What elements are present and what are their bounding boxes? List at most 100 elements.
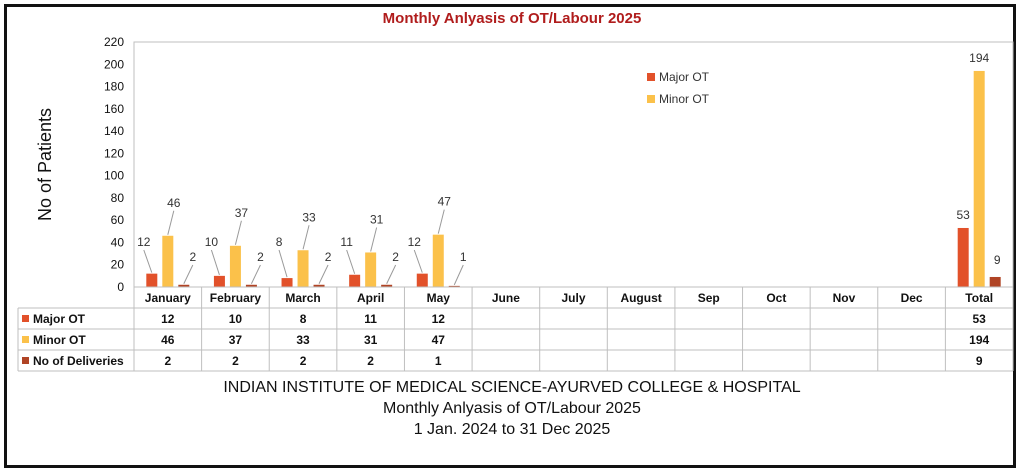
table-row-label: Major OT xyxy=(33,312,86,326)
y-tick-label: 60 xyxy=(111,213,125,227)
table-row-label: No of Deliveries xyxy=(33,354,124,368)
data-label: 11 xyxy=(340,235,353,249)
data-label: 12 xyxy=(137,235,151,249)
legend-swatch xyxy=(647,95,655,103)
bar xyxy=(313,284,325,287)
y-tick-label: 120 xyxy=(104,146,124,160)
bar xyxy=(297,250,309,287)
x-tick-label: June xyxy=(492,291,520,305)
leader-line xyxy=(210,249,220,276)
table-cell-value: 10 xyxy=(229,312,243,326)
table-cell-value: 2 xyxy=(300,354,307,368)
bar xyxy=(178,284,190,287)
data-label: 47 xyxy=(438,195,452,209)
y-tick-label: 180 xyxy=(104,80,124,94)
y-tick-label: 40 xyxy=(111,235,125,249)
data-label: 9 xyxy=(994,253,1001,267)
bar xyxy=(957,227,969,287)
bar xyxy=(432,234,444,287)
table-legend-key xyxy=(22,357,29,364)
leader-line xyxy=(143,249,153,273)
table-cell-value: 1 xyxy=(435,354,442,368)
leader-line xyxy=(183,264,194,284)
data-label: 53 xyxy=(957,208,971,222)
table-cell-value: 2 xyxy=(164,354,171,368)
table-cell-value: 31 xyxy=(364,333,378,347)
table-cell-value: 53 xyxy=(973,312,987,326)
date-range: 1 Jan. 2024 to 31 Dec 2025 xyxy=(413,421,611,438)
x-tick-label: Nov xyxy=(833,291,856,305)
table-legend-key xyxy=(22,336,29,343)
y-tick-label: 220 xyxy=(104,35,124,49)
bar xyxy=(381,284,393,287)
leader-line xyxy=(234,220,242,245)
chart-title: Monthly Anlyasis of OT/Labour 2025 xyxy=(382,10,642,27)
leader-line xyxy=(318,264,329,284)
leader-line xyxy=(386,264,397,284)
table-cell-value: 46 xyxy=(161,333,175,347)
leader-line xyxy=(437,209,445,234)
bar xyxy=(448,285,460,287)
bar xyxy=(973,70,985,287)
x-tick-label: May xyxy=(427,291,451,305)
legend-label: Major OT xyxy=(659,70,710,84)
institution-name: INDIAN INSTITUTE OF MEDICAL SCIENCE-AYUR… xyxy=(223,379,801,396)
data-label: 2 xyxy=(257,250,264,264)
bar xyxy=(146,273,158,287)
data-label: 8 xyxy=(276,235,283,249)
leader-line xyxy=(167,210,175,235)
table-cell-value: 2 xyxy=(232,354,239,368)
bar xyxy=(213,275,225,287)
legend-swatch xyxy=(647,73,655,81)
data-label: 10 xyxy=(205,235,219,249)
plot-area-border xyxy=(133,41,1014,288)
leader-line xyxy=(453,264,464,286)
x-tick-label: April xyxy=(357,291,384,305)
table-cell-value: 2 xyxy=(367,354,374,368)
bar xyxy=(245,284,257,287)
data-label: 33 xyxy=(302,210,316,224)
table-cell-value: 194 xyxy=(969,333,989,347)
table-cell-value: 9 xyxy=(976,354,983,368)
bar xyxy=(416,273,428,287)
x-tick-label: Oct xyxy=(766,291,786,305)
leader-line xyxy=(413,249,423,273)
data-label: 2 xyxy=(325,250,332,264)
x-tick-label: Sep xyxy=(698,291,720,305)
bar xyxy=(281,278,293,287)
y-tick-label: 80 xyxy=(111,191,125,205)
bar xyxy=(365,252,377,287)
leader-line xyxy=(302,225,310,250)
y-tick-label: 0 xyxy=(117,280,124,294)
y-tick-label: 160 xyxy=(104,102,124,116)
leader-line xyxy=(370,227,378,252)
y-axis-title: No of Patients xyxy=(35,108,55,221)
chart-footer: INDIAN INSTITUTE OF MEDICAL SCIENCE-AYUR… xyxy=(0,377,1024,440)
x-tick-label: July xyxy=(561,291,585,305)
table-legend-key xyxy=(22,315,29,322)
bar xyxy=(162,235,174,287)
leader-line xyxy=(278,249,288,278)
leader-line xyxy=(250,264,261,284)
x-tick-label: January xyxy=(145,291,191,305)
x-tick-label: March xyxy=(285,291,320,305)
y-tick-label: 100 xyxy=(104,169,124,183)
data-label: 2 xyxy=(189,250,196,264)
x-tick-label: February xyxy=(210,291,262,305)
x-tick-label: Total xyxy=(965,291,993,305)
bar xyxy=(229,245,241,287)
x-tick-label: August xyxy=(620,291,661,305)
y-tick-label: 200 xyxy=(104,57,124,71)
table-cell-value: 33 xyxy=(296,333,310,347)
table-row-label: Minor OT xyxy=(33,333,86,347)
x-tick-label: Dec xyxy=(901,291,923,305)
table-cell-value: 47 xyxy=(432,333,446,347)
y-tick-label: 20 xyxy=(111,258,125,272)
y-tick-label: 140 xyxy=(104,124,124,138)
table-cell-value: 37 xyxy=(229,333,243,347)
table-cell-value: 11 xyxy=(364,312,377,326)
data-label: 2 xyxy=(392,250,399,264)
data-label: 46 xyxy=(167,196,181,210)
table-cell-value: 12 xyxy=(432,312,446,326)
